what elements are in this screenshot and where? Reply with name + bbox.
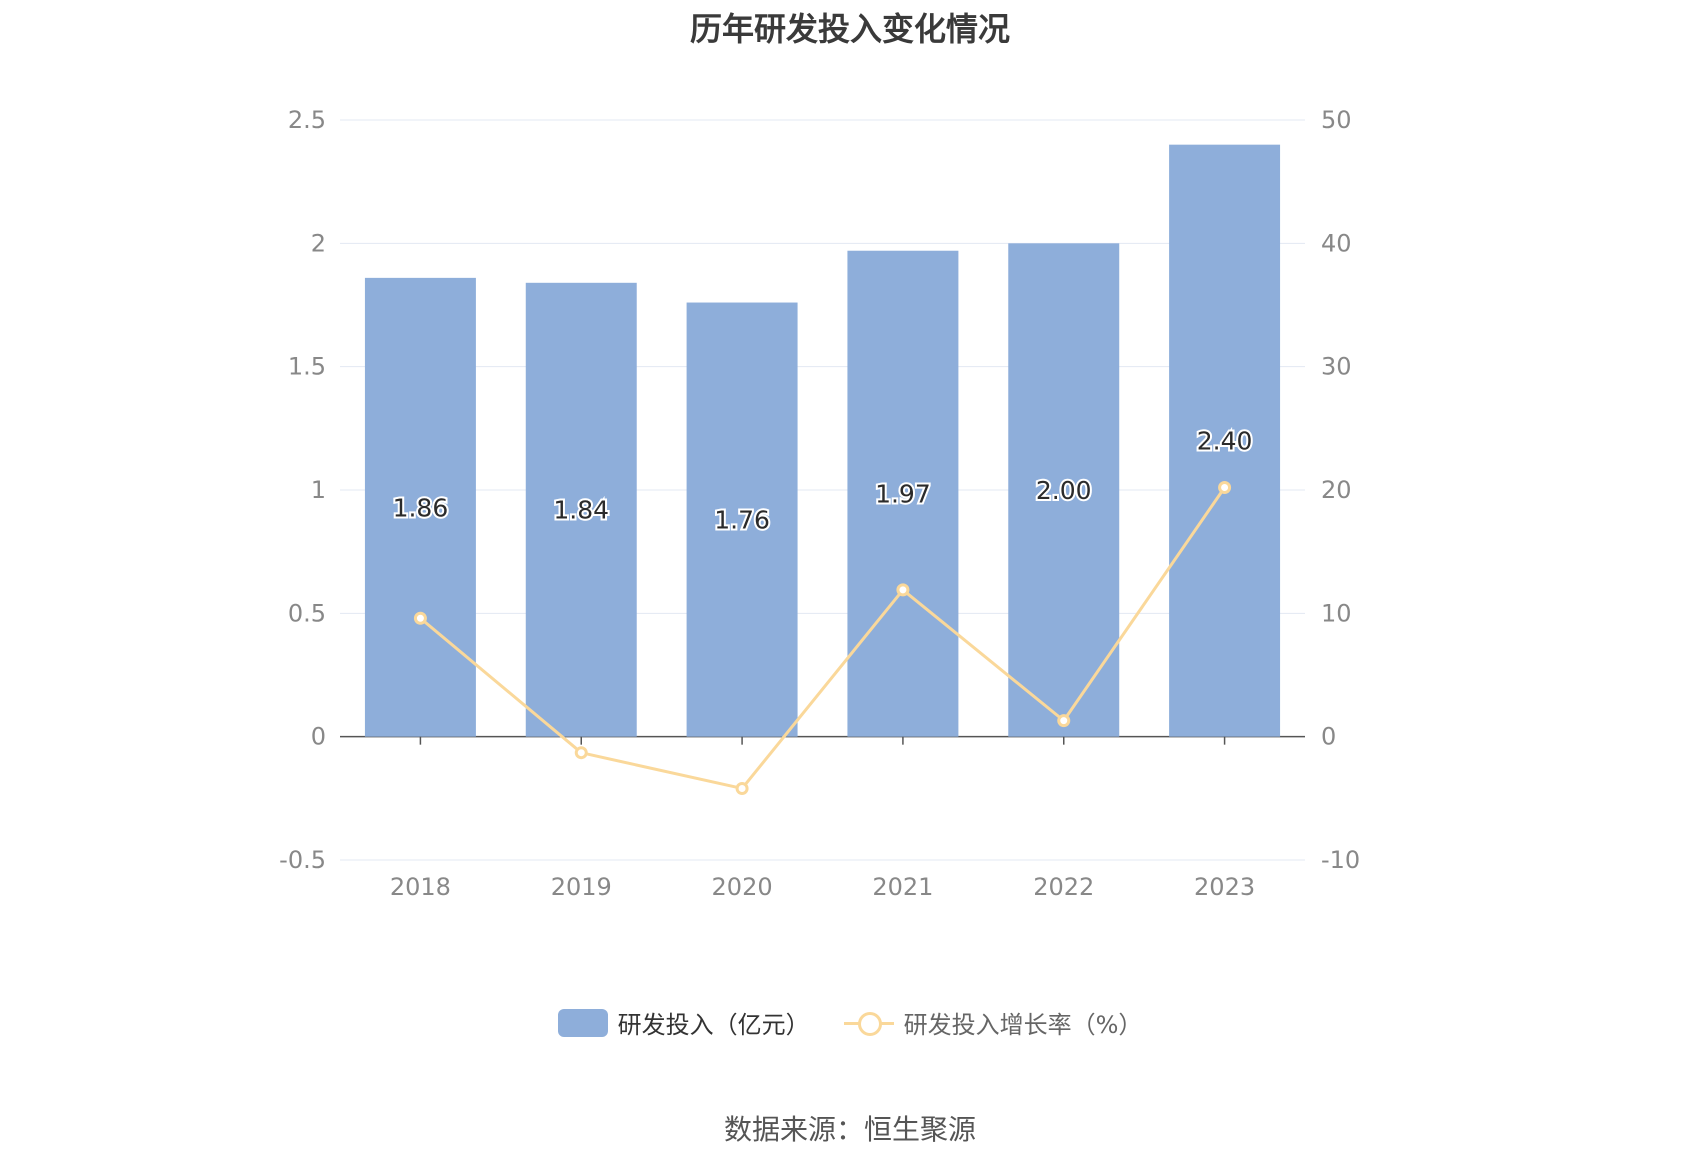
right-axis-tick-label: 10 [1321, 599, 1352, 627]
right-axis-tick-label: -10 [1321, 846, 1360, 874]
x-axis-tick-label: 2018 [390, 873, 451, 901]
left-axis-tick-label: 1 [311, 476, 326, 504]
bar-value-label-2021: 1.97 [875, 480, 931, 509]
chart-title: 历年研发投入变化情况 [689, 10, 1010, 48]
growth-rate-point-2019 [574, 746, 588, 760]
left-axis-tick-label: 2 [311, 229, 326, 257]
x-axis-tick-label: 2023 [1194, 873, 1255, 901]
right-axis-tick-label: 30 [1321, 353, 1352, 381]
growth-rate-point-2023 [1218, 481, 1232, 495]
right-axis-tick-label: 40 [1321, 229, 1352, 257]
x-axis-tick-label: 2020 [712, 873, 773, 901]
growth-rate-point-2018 [413, 611, 427, 625]
bar-value-label-2020: 1.76 [714, 506, 770, 535]
left-axis-tick-label: 1.5 [288, 353, 326, 381]
growth-rate-point-2021 [896, 583, 910, 597]
x-axis-tick-label: 2019 [551, 873, 612, 901]
growth-rate-line [419, 486, 1226, 790]
legend-bar-swatch [557, 1008, 608, 1037]
left-axis-tick-label: 2.5 [288, 106, 326, 134]
bar-2018 [364, 277, 476, 737]
legend-line-swatch [843, 1009, 894, 1037]
bar-2021 [847, 250, 959, 737]
data-source: 数据来源：恒生聚源 [723, 1113, 976, 1146]
legend-item-rd-investment[interactable]: 研发投入（亿元） [557, 1005, 810, 1040]
right-axis-tick-label: 0 [1321, 723, 1336, 751]
legend-label-growth-rate: 研发投入增长率（%） [903, 1011, 1143, 1039]
growth-rate-point-2022 [1057, 714, 1071, 728]
bar-2020 [686, 302, 798, 737]
left-axis-tick-label: -0.5 [279, 846, 326, 874]
x-axis-tick-label: 2021 [872, 873, 933, 901]
bar-2022 [1008, 243, 1120, 737]
chart-legend: 研发投入（亿元） 研发投入增长率（%） [0, 1005, 1700, 1040]
right-axis-tick-label: 50 [1321, 106, 1352, 134]
bar-value-label-2023: 2.40 [1197, 427, 1253, 456]
bar-2023 [1169, 144, 1281, 737]
bar-2019 [525, 282, 637, 737]
bar-value-label-2018: 1.86 [393, 493, 449, 522]
bar-value-label-2019: 1.84 [553, 496, 609, 525]
left-axis-tick-label: 0.5 [288, 599, 326, 627]
left-axis-tick-label: 0 [311, 723, 326, 751]
bar-value-label-2022: 2.00 [1036, 476, 1092, 505]
legend-item-growth-rate[interactable]: 研发投入增长率（%） [843, 1005, 1143, 1040]
x-axis-tick-label: 2022 [1033, 873, 1094, 901]
growth-rate-point-2020 [735, 781, 749, 795]
right-axis-tick-label: 20 [1321, 476, 1352, 504]
legend-label-rd-investment: 研发投入（亿元） [617, 1011, 810, 1039]
